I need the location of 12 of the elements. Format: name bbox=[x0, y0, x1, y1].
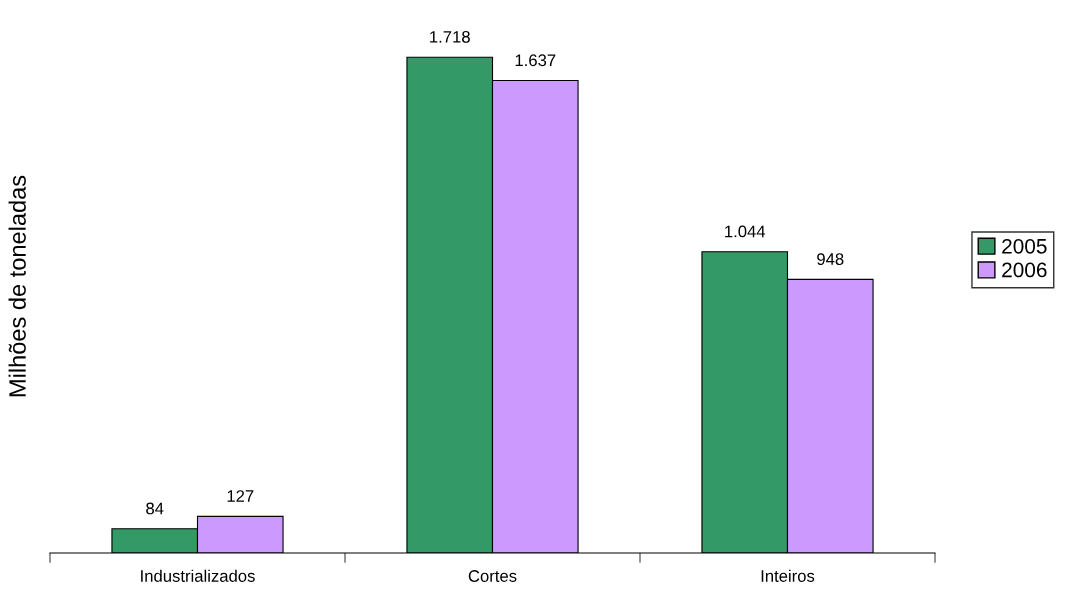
data-label: 84 bbox=[146, 502, 164, 515]
data-label: 1.044 bbox=[725, 225, 766, 238]
data-label: 1.718 bbox=[430, 30, 470, 43]
data-label: 948 bbox=[817, 253, 844, 265]
x-tick-label: Cortes bbox=[468, 570, 517, 582]
legend-label: 2005 bbox=[1002, 238, 1047, 254]
legend-label: 2006 bbox=[1002, 262, 1047, 278]
x-tick-label: Industrializados bbox=[141, 569, 255, 582]
data-label: 127 bbox=[227, 490, 254, 502]
y-axis-title: Milhões de toneladas bbox=[8, 175, 26, 397]
data-label: 1.637 bbox=[515, 54, 556, 67]
x-tick-label: Inteiros bbox=[761, 569, 815, 582]
